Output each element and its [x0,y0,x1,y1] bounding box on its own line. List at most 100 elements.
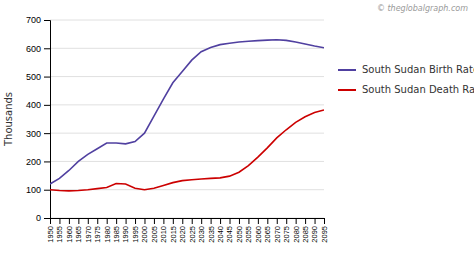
x-tick: 2005 [150,218,159,243]
y-tick-mark [44,161,50,162]
x-tick: 1985 [112,218,121,243]
x-tick-label: 2000 [140,226,149,243]
x-tick-label: 2070 [273,226,282,243]
x-tick-mark [211,218,212,224]
y-tick-mark [44,77,50,78]
x-tick: 1990 [121,218,130,243]
x-tick: 1950 [46,218,55,243]
legend: South Sudan Birth Rate South Sudan Death … [338,64,474,95]
x-tick-label: 1975 [93,226,102,243]
series-line [50,40,324,184]
grid-line [50,76,324,77]
y-tick: 700 [26,15,50,25]
lines [50,40,324,191]
watermark: © theglobalgraph.com [377,4,468,13]
x-tick: 2080 [292,218,301,243]
grid-line [50,161,324,162]
x-tick-label: 2090 [310,226,319,243]
grid-line [50,48,324,49]
x-tick: 2010 [159,218,168,243]
x-tick-mark [163,218,164,224]
x-tick-label: 2085 [301,226,310,243]
x-tick: 2015 [169,218,178,243]
x-tick: 2090 [310,218,319,243]
x-tick-mark [258,218,259,224]
x-tick-label: 2045 [225,226,234,243]
legend-label: South Sudan Death Rate [362,84,474,95]
y-tick-mark [44,190,50,191]
y-tick-label: 100 [26,185,41,195]
x-tick: 2030 [197,218,206,243]
legend-swatch [338,69,356,71]
grid-line [50,104,324,105]
x-tick-label: 1950 [46,226,55,243]
y-tick-label: 600 [26,44,41,54]
y-tick-label: 0 [36,213,41,223]
x-tick: 2025 [188,218,197,243]
y-tick: 400 [26,100,50,110]
y-tick-label: 500 [26,72,41,82]
x-tick-label: 2095 [320,226,329,243]
y-tick-mark [44,48,50,49]
legend-item: South Sudan Birth Rate [338,64,474,75]
x-tick-label: 1970 [84,226,93,243]
legend-label: South Sudan Birth Rate [362,64,474,75]
x-tick-mark [192,218,193,224]
x-tick-mark [182,218,183,224]
y-tick-mark [44,105,50,106]
x-tick-mark [154,218,155,224]
x-tick-mark [78,218,79,224]
x-tick-label: 1955 [55,226,64,243]
x-tick: 2045 [225,218,234,243]
legend-swatch [338,89,356,91]
y-tick: 300 [26,129,50,139]
x-tick: 2075 [282,218,291,243]
x-tick-mark [173,218,174,224]
x-tick-label: 1960 [65,226,74,243]
x-tick-mark [50,218,51,224]
x-tick-mark [248,218,249,224]
x-tick-mark [201,218,202,224]
x-tick-mark [107,218,108,224]
y-tick: 500 [26,72,50,82]
x-tick-mark [126,218,127,224]
x-axis: 1950195519601965197019751980198519901995… [46,218,329,243]
y-tick-mark [44,20,50,21]
x-tick-label: 2040 [216,226,225,243]
y-tick: 200 [26,157,50,167]
x-tick: 2035 [207,218,216,243]
x-tick-label: 2080 [292,226,301,243]
x-tick-label: 2030 [197,226,206,243]
x-tick: 2085 [301,218,310,243]
x-tick-label: 2055 [244,226,253,243]
plot: 0100200300400500600700195019551960196519… [3,15,329,242]
x-tick-mark [305,218,306,224]
x-tick-label: 1965 [74,226,83,243]
x-tick: 1955 [55,218,64,243]
x-tick-label: 2005 [150,226,159,243]
y-tick-label: 300 [26,129,41,139]
x-tick-label: 1990 [121,226,130,243]
x-tick-mark [277,218,278,224]
x-tick-label: 2035 [207,226,216,243]
y-tick: 0 [36,213,50,223]
x-tick-mark [88,218,89,224]
legend-item: South Sudan Death Rate [338,84,474,95]
x-tick: 1965 [74,218,83,243]
y-tick-label: 200 [26,157,41,167]
x-tick: 2065 [263,218,272,243]
chart: 0100200300400500600700195019551960196519… [0,0,474,254]
x-tick: 1995 [131,218,140,243]
x-tick: 2000 [140,218,149,243]
y-axis: 0 100 200 300 400 500 600 700 [26,15,51,223]
x-tick-mark [220,218,221,224]
x-tick-mark [116,218,117,224]
x-tick: 2040 [216,218,225,243]
y-axis-line [44,21,51,219]
x-tick: 2060 [254,218,263,243]
x-tick: 2070 [273,218,282,243]
grid-line [50,20,324,21]
x-tick: 1970 [84,218,93,243]
x-tick-label: 2010 [159,226,168,243]
y-axis-title: Thousands [3,92,14,147]
